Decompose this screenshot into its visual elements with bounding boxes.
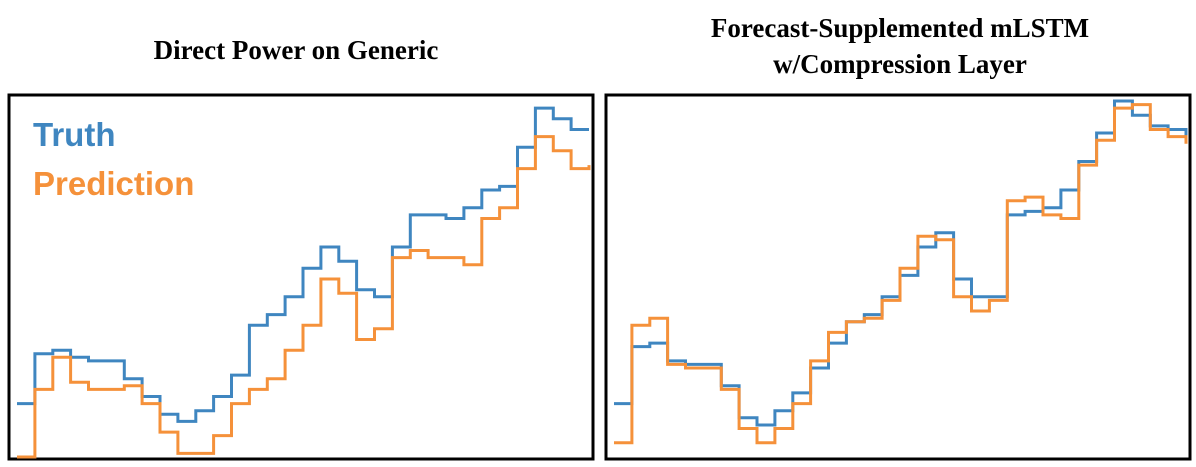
series-line-prediction-left (17, 135, 591, 459)
panel-direct-power: Direct Power on Generic Truth Prediction (7, 35, 595, 461)
series-line-prediction-right (614, 103, 1188, 445)
series-line-truth-left (17, 106, 589, 423)
plot-frame-left (7, 93, 595, 461)
chart-title-right: Forecast-Supplemented mLSTM w/Compression… (711, 13, 1089, 79)
legend-label-prediction: Prediction (33, 165, 194, 202)
legend-label-truth: Truth (33, 116, 115, 153)
plot-area-left (17, 106, 591, 459)
chart-title-left: Direct Power on Generic (154, 35, 439, 65)
plot-area-right (614, 99, 1188, 445)
panel-mlstm: Forecast-Supplemented mLSTM w/Compression… (604, 13, 1192, 461)
plot-frame-right (604, 93, 1192, 461)
